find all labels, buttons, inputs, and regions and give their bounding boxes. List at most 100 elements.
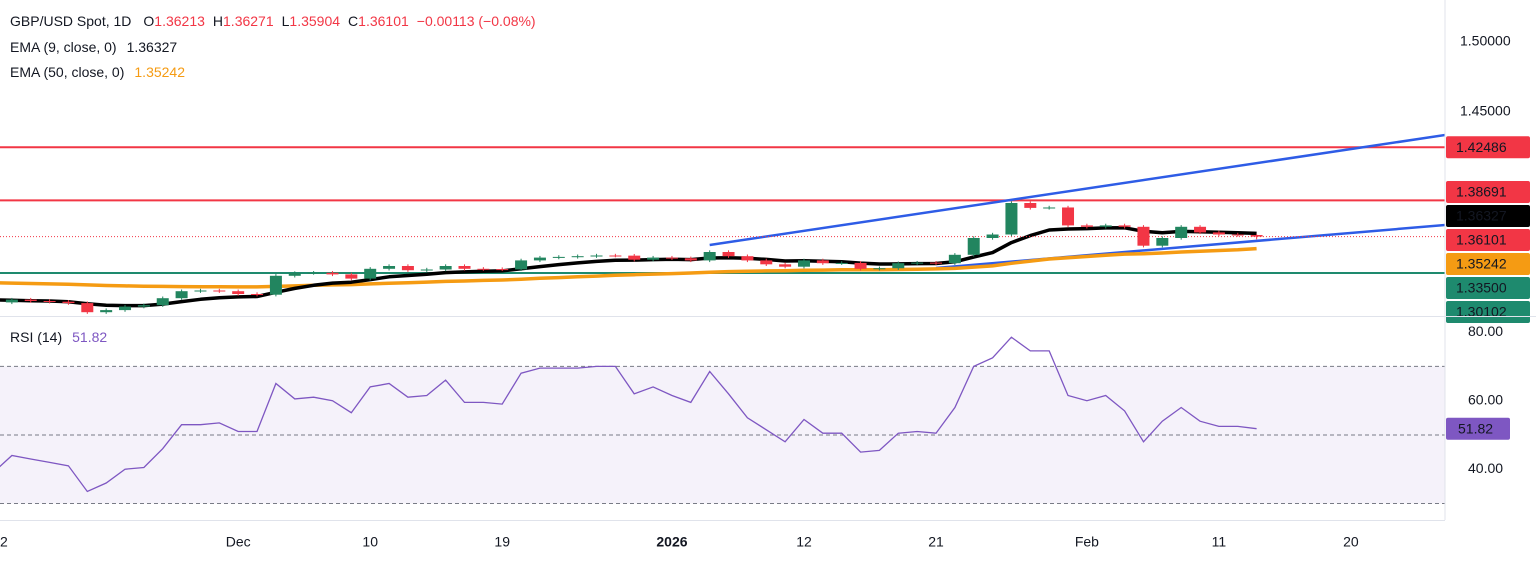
legend-value: 1.36327 [127,39,178,55]
candle-body [1231,234,1244,236]
candle-body [722,252,735,257]
y-tick-label: 1.50000 [1460,33,1511,49]
ohlc-label: O [143,13,154,29]
rsi-tick-label: 40.00 [1468,460,1503,476]
price-label-box [1446,253,1530,275]
x-tick-label: 19 [494,534,510,550]
candle-body [930,262,942,264]
candle-body [401,266,414,271]
candle-body [232,291,245,294]
candle-body [364,268,377,279]
candle-body [571,256,584,258]
candle-body [760,260,773,265]
price-label: 1.36327 [1456,208,1507,224]
candle-body [590,255,603,257]
ohlc-label: H [213,13,223,29]
x-tick-label: 2 [0,534,8,550]
candle-body [269,275,282,295]
candle-body [873,268,886,270]
candle-body [288,273,301,276]
candle-body [24,299,37,301]
x-tick-label: 12 [796,534,812,550]
price-label-box [1446,181,1530,203]
candle-body [213,290,226,292]
candle-body [1156,238,1169,246]
candle-body [1250,235,1263,237]
candle-body [1212,232,1225,235]
open-value: 1.36213 [154,13,205,29]
candle-body [854,262,867,269]
x-tick-label: 11 [1212,534,1227,550]
high-value: 1.36271 [223,13,274,29]
x-tick-label: 10 [362,534,378,550]
candle-body [1062,207,1075,226]
rsi-line [0,336,1257,493]
ema-line [0,226,1257,308]
candle-body [194,290,207,292]
price-label-box [1446,136,1530,159]
trend-line [709,133,1445,247]
candle-body [137,305,150,307]
candle-body [552,256,565,258]
candle-body [892,263,905,269]
candle-body [684,258,697,261]
x-tick-label: 21 [928,534,944,550]
candle-body [156,298,169,306]
candle-body [439,266,452,270]
candle-body [948,254,961,264]
legend-rsi: RSI (14) 51.82 [10,329,107,345]
candle-body [1118,225,1131,227]
candle-body [816,260,829,264]
ohlc-label: L [282,13,290,29]
rsi-value-label: 51.82 [1458,420,1493,436]
header: GBP/USD Spot, 1D O1.36213 H1.36271 L1.35904… [10,13,536,29]
legend-ema9: EMA (9, close, 0) 1.36327 [10,39,177,55]
candle-body [477,268,490,270]
candle-body [741,256,754,261]
candle-body [5,299,18,303]
candle-body [1080,225,1093,227]
candle-body [326,272,339,275]
candle-body [1005,203,1018,235]
candle-body [345,274,358,279]
rsi-label-box [1446,417,1510,440]
legend-name: EMA (50, close, 0) [10,64,124,80]
symbol-title: GBP/USD Spot, 1D [10,13,131,29]
ema-line [0,246,1257,289]
rsi-tick-label: 60.00 [1468,391,1503,407]
close-value: 1.36101 [358,13,409,29]
price-label: 1.42486 [1456,139,1507,155]
candle-body [703,252,716,261]
candle-body [1099,225,1112,227]
candle-body [100,310,113,313]
legend-ema50: EMA (50, close, 0) 1.35242 [10,64,185,80]
price-label: 1.35242 [1456,256,1507,272]
candle-body [986,234,999,238]
candle-body [496,269,509,271]
price-label-box [1446,277,1530,299]
x-tick-label: 2026 [656,534,687,550]
candle-body [43,301,56,302]
legend-name: EMA (9, close, 0) [10,39,117,55]
candle-body [609,255,622,257]
x-tick-label: Feb [1075,534,1099,550]
price-label: 1.38691 [1456,184,1507,200]
candle-body [911,262,924,264]
candle-body [81,303,94,313]
legend-value: 1.35242 [134,64,185,80]
price-label: 1.33500 [1456,280,1507,296]
legend-name: RSI (14) [10,329,62,345]
candle-body [1043,207,1056,209]
y-tick-label: 1.45000 [1460,103,1511,119]
rsi-tick-label: 80.00 [1468,323,1503,339]
candle-body [458,266,471,269]
candle-body [307,272,320,274]
ohlc-label: C [348,13,358,29]
candle-body [383,266,396,269]
candle-body [1024,203,1037,208]
candle-body [628,255,641,260]
candle-body [533,257,546,261]
candle-body [62,301,75,304]
